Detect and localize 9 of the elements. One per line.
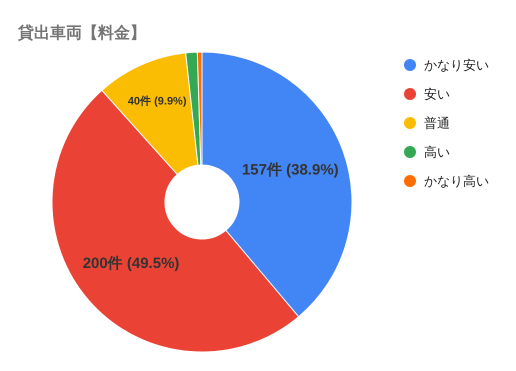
legend-label: 普通 bbox=[424, 116, 450, 130]
data-label: 40件 (9.9%) bbox=[128, 94, 187, 108]
legend-label: かなり高い bbox=[424, 174, 489, 188]
chart-title: 貸出車両【料金】 bbox=[17, 24, 146, 42]
data-label: 200件 (49.5%) bbox=[82, 255, 180, 272]
legend-label: 高い bbox=[424, 144, 450, 160]
legend-label: 安い bbox=[424, 86, 450, 102]
data-label: 157件 (38.9%) bbox=[242, 161, 339, 178]
legend-label: かなり安い bbox=[424, 58, 489, 72]
